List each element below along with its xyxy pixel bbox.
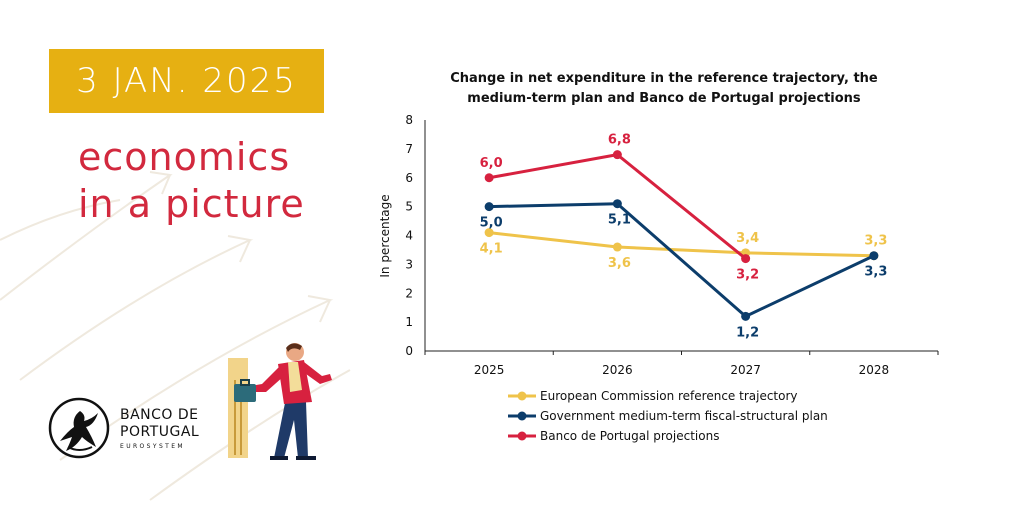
data-label: 3,4 (736, 231, 759, 246)
logo-emblem-icon (48, 397, 110, 459)
date-badge: 3 JAN. 2025 (49, 49, 324, 113)
series-line (488, 231, 874, 258)
doorframe (228, 358, 248, 458)
data-point (612, 150, 622, 160)
data-point (612, 199, 622, 209)
data-label: 5,0 (480, 216, 503, 231)
logo-line-1: BANCO DE (120, 406, 199, 423)
legend-label: Banco de Portugal projections (540, 429, 719, 443)
data-label: 4,1 (480, 242, 503, 257)
series-line (489, 202, 875, 318)
data-label: 6,8 (608, 133, 631, 148)
x-tick-label: 2025 (474, 363, 505, 377)
trousers (274, 398, 308, 458)
logo-subtitle: EUROSYSTEM (120, 442, 185, 450)
chart-legend: European Commission reference trajectory… (508, 389, 828, 443)
data-label: 3,6 (608, 256, 631, 271)
legend-swatch-marker (517, 411, 527, 421)
bg-arrow (0, 171, 173, 301)
series-2: 5,0 5,1 1,2 3,3 (480, 199, 887, 340)
data-point (484, 228, 494, 238)
headline-line-1: economics (78, 135, 291, 179)
data-point (869, 251, 879, 261)
y-tick-label: 3 (405, 257, 413, 271)
data-point (484, 202, 494, 212)
data-label: 3,3 (864, 265, 887, 280)
legend-swatch-marker (517, 431, 527, 441)
logo-text: BANCO DE PORTUGAL EUROSYSTEM (120, 407, 199, 450)
data-label: 6,0 (480, 156, 503, 171)
bg-arrow (149, 369, 351, 501)
y-tick-label: 8 (405, 113, 413, 127)
y-tick-label: 6 (405, 171, 413, 185)
data-point (741, 254, 751, 264)
businessman-illustration (228, 343, 332, 460)
y-tick-label: 5 (405, 200, 413, 214)
legend-label: Government medium-term fiscal-structural… (540, 409, 828, 423)
chart-axes: 0 1 2 3 4 5 6 7 8 2025 2026 2027 2028 (405, 113, 939, 377)
x-tick-label: 2026 (602, 363, 633, 377)
data-label: 5,1 (608, 213, 631, 228)
series-1: 4,1 3,6 3,4 3,3 (480, 228, 887, 271)
y-axis-label: In percentage (378, 194, 392, 277)
y-tick-label: 0 (405, 344, 413, 358)
legend-label: European Commission reference trajectory (540, 389, 798, 403)
data-point (741, 311, 751, 321)
legend-swatch-marker (517, 391, 527, 401)
data-label: 3,2 (736, 268, 759, 283)
x-tick-label: 2028 (859, 363, 890, 377)
data-point (484, 173, 494, 183)
chart-title-line-2: medium-term plan and Banco de Portugal p… (467, 91, 861, 106)
chart-series: 4,1 3,6 3,4 3,3 5,0 5,1 1,2 3,3 6,0 6,8 3,2 (480, 133, 888, 341)
headline-line-2: in a picture (78, 182, 305, 226)
series-3: 6,0 6,8 3,2 (480, 133, 760, 283)
data-label: 3,3 (864, 234, 887, 249)
y-tick-label: 1 (405, 315, 413, 329)
banco-de-portugal-logo[interactable]: BANCO DE PORTUGAL EUROSYSTEM (48, 397, 199, 459)
x-tick-label: 2027 (730, 363, 761, 377)
date-text: 3 JAN. 2025 (76, 61, 297, 101)
line-chart: Change in net expenditure in the referen… (378, 71, 939, 443)
y-tick-label: 7 (405, 142, 413, 156)
data-label: 1,2 (736, 325, 759, 340)
logo-line-2: PORTUGAL (120, 423, 200, 440)
y-tick-label: 4 (405, 229, 413, 243)
y-tick-label: 2 (405, 286, 413, 300)
briefcase-icon (234, 384, 256, 402)
data-point (612, 242, 622, 252)
bg-arrow (0, 199, 121, 241)
bg-arrow (19, 235, 254, 381)
chart-title-line-1: Change in net expenditure in the referen… (450, 71, 878, 86)
